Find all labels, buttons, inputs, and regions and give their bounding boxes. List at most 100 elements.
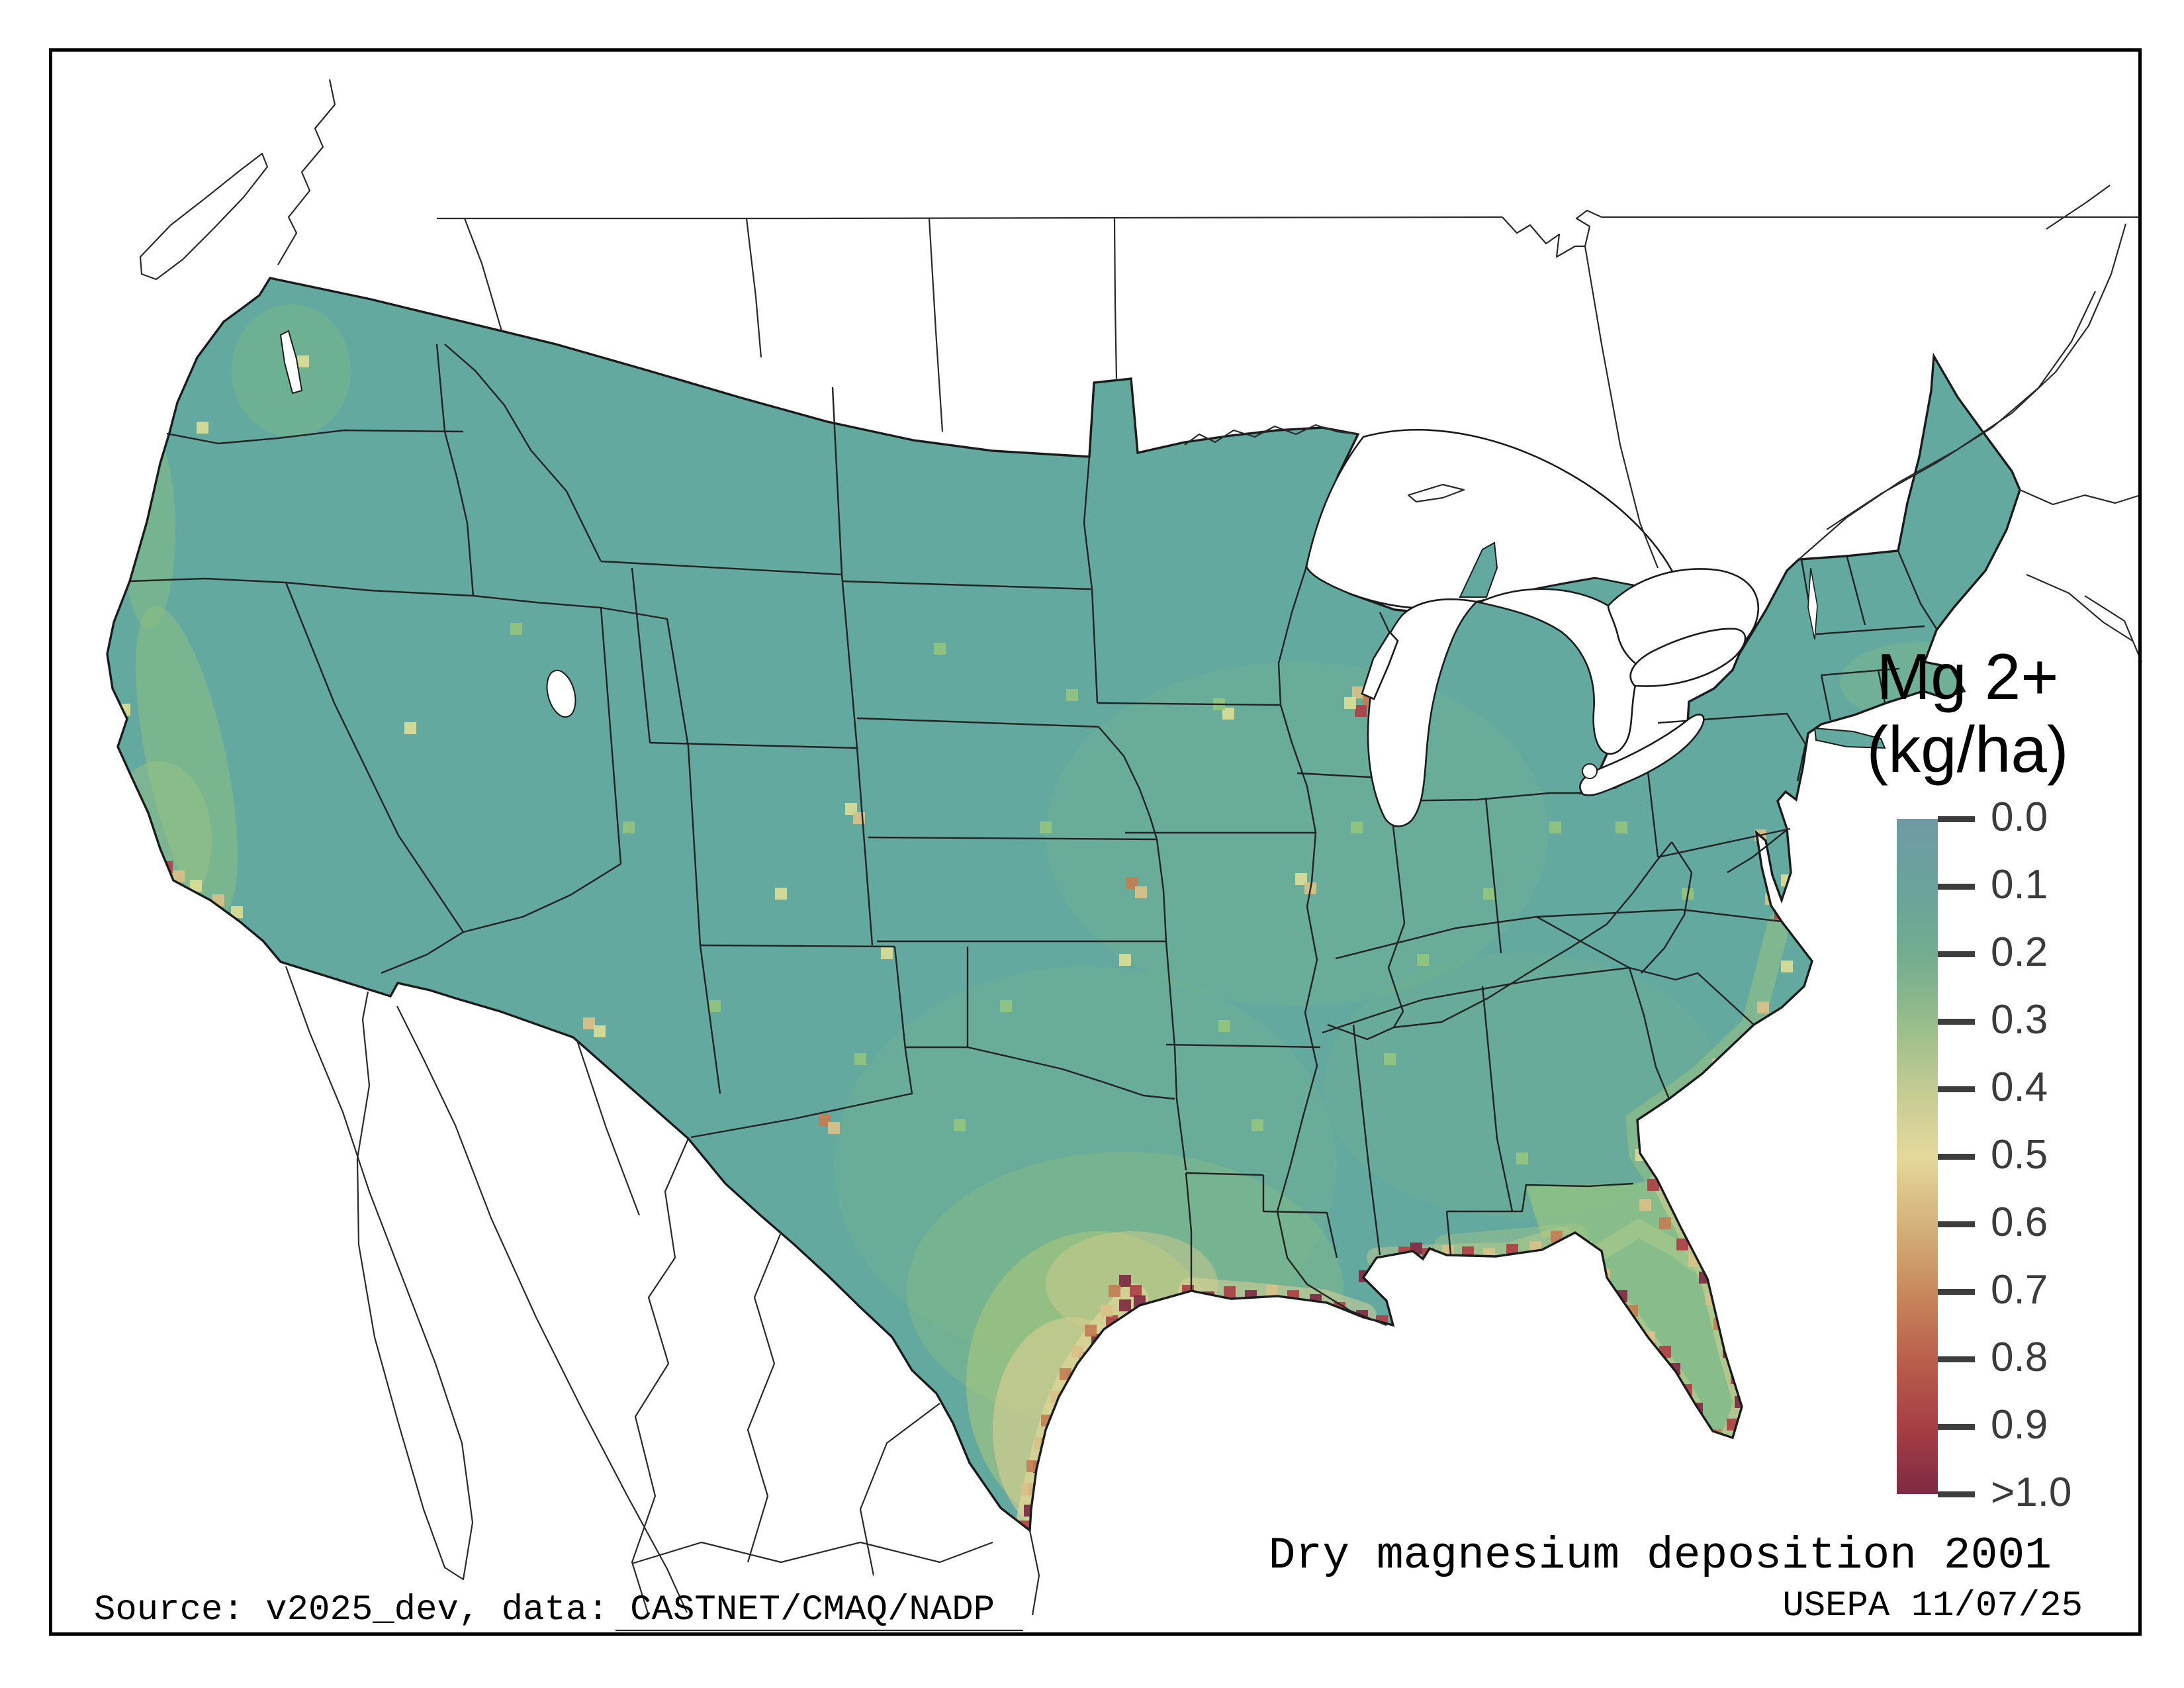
raster-region-tint — [135, 605, 238, 917]
map-title: Dry magnesium deposition 2001 — [1268, 1530, 2052, 1581]
international-outline — [1113, 218, 1118, 379]
international-outline — [2046, 185, 2111, 230]
international-outline — [745, 218, 762, 358]
state-boundary-line — [381, 931, 464, 974]
colorbar-tick-label: 0.5 — [1991, 1132, 2048, 1178]
state-boundary-line — [841, 580, 1091, 590]
raster-hotspot-cell — [1351, 821, 1363, 833]
long-island — [1813, 727, 1886, 749]
raster-hotspot-cell — [1101, 1305, 1113, 1317]
raster-hotspot-cell — [1781, 961, 1793, 972]
raster-hotspot-cell — [1119, 1299, 1131, 1311]
state-boundary-line — [1821, 667, 1900, 677]
state-boundary-line — [1335, 915, 1537, 960]
raster-hotspot-cell — [1615, 821, 1627, 833]
raster-hotspot-cell — [775, 888, 787, 900]
state-boundary-line — [893, 946, 907, 1050]
colorbar-tick-label: 0.4 — [1991, 1064, 2048, 1110]
raster-hotspot-cell — [583, 1017, 595, 1029]
raster-hotspot-cell — [1647, 1179, 1659, 1191]
state-boundary-line — [166, 429, 464, 445]
raster-hotspot-cell — [1126, 877, 1138, 889]
state-boundary-line — [1097, 702, 1281, 706]
raster-hotspot-cell — [1642, 1119, 1654, 1131]
international-outline — [1584, 246, 1659, 569]
colorbar-tick-mark — [1938, 1019, 1975, 1025]
raster-hotspot-cell — [212, 894, 224, 906]
raster-hotspot-cell — [510, 623, 522, 635]
small-water-features — [279, 330, 1886, 749]
state-boundary-line — [600, 560, 842, 576]
raster-hotspot-cell — [1287, 1290, 1299, 1302]
state-boundary-line — [1897, 550, 1938, 630]
colorbar-tick-mark — [1938, 816, 1975, 822]
state-boundary-line — [856, 717, 1099, 728]
state-boundary-line — [841, 574, 858, 749]
raster-hotspot-cell — [1040, 821, 1052, 833]
state-boundary-line — [1657, 712, 1807, 782]
raster-hotspot-cell — [1119, 954, 1131, 966]
raster-hotspot-cell — [954, 1119, 966, 1131]
raster-hotspot-cell — [819, 1114, 831, 1126]
raster-hotspot-cell — [1676, 1239, 1688, 1250]
state-boundary-line — [868, 836, 1158, 841]
raster-hotspot-cell — [1549, 821, 1561, 833]
state-boundary-line — [1185, 1172, 1264, 1176]
international-outline — [859, 1403, 940, 1576]
state-boundary-line — [435, 344, 475, 596]
great-lake — [1476, 588, 1638, 755]
state-boundary-line — [1845, 554, 1866, 626]
legend-title-species: Mg 2+ — [1876, 640, 2059, 713]
keweenaw-peninsula — [1459, 541, 1498, 598]
puget-sound — [279, 330, 303, 395]
international-outline — [2026, 573, 2133, 641]
raster-hotspot-cell — [1245, 1290, 1257, 1302]
international-outline — [277, 79, 336, 265]
raster-hotspot-cell — [190, 880, 202, 892]
state-boundary-line — [1447, 1182, 1634, 1213]
state-boundary-line — [1384, 792, 1582, 802]
raster-hotspot-cell — [1344, 697, 1356, 709]
raster-hotspot-cell — [1218, 1020, 1230, 1032]
raster-hotspot-cell — [1383, 1284, 1394, 1295]
colorbar-tick-mark — [1938, 1356, 1975, 1362]
state-boundary-line — [444, 344, 602, 562]
state-boundary-line — [631, 567, 651, 743]
state-boundary-line — [1173, 1047, 1187, 1171]
state-boundary-line — [700, 944, 895, 948]
raster-hotspot-cell — [1251, 1119, 1263, 1131]
state-boundary-line — [1297, 772, 1383, 779]
great-lake — [1305, 429, 1681, 610]
state-boundary-line — [1481, 986, 1514, 1212]
raster-hotspot-cell — [297, 355, 309, 367]
raster-hotspot-cell — [1266, 1285, 1278, 1297]
raster-hotspot-cell — [854, 1053, 866, 1065]
international-outline — [1798, 223, 2127, 560]
raster-hotspot-cell — [881, 947, 893, 959]
great-lake — [1629, 628, 1747, 687]
state-boundary-line — [463, 863, 621, 933]
raster-hotspot-cell — [1712, 1058, 1724, 1070]
raster-region-tint — [122, 430, 175, 629]
state-boundary-line — [1536, 908, 1782, 923]
state-boundary-line — [856, 747, 874, 946]
state-boundary-line — [1641, 841, 1693, 974]
raster-hotspot-cell — [709, 1000, 721, 1012]
raster-hotspot-cell — [1222, 708, 1234, 720]
state-boundary-line — [1657, 827, 1791, 859]
raster-coastal-band — [1593, 1219, 1703, 1272]
state-boundary-line — [690, 1049, 913, 1139]
raster-hotspot-cell — [1071, 1346, 1083, 1358]
colorbar-tick-mark — [1938, 1424, 1975, 1430]
state-boundary-line — [1352, 1024, 1381, 1256]
state-boundary-line — [1165, 941, 1176, 1048]
raster-hotspot-cell — [1384, 1053, 1396, 1065]
raster-hotspot-cell — [1060, 1368, 1071, 1380]
raster-hotspot-cell — [594, 1025, 606, 1037]
great-salt-lake — [546, 669, 576, 718]
raster-hotspot-cell — [845, 803, 857, 815]
international-outline — [631, 1541, 993, 1565]
state-boundary-line — [285, 582, 464, 933]
